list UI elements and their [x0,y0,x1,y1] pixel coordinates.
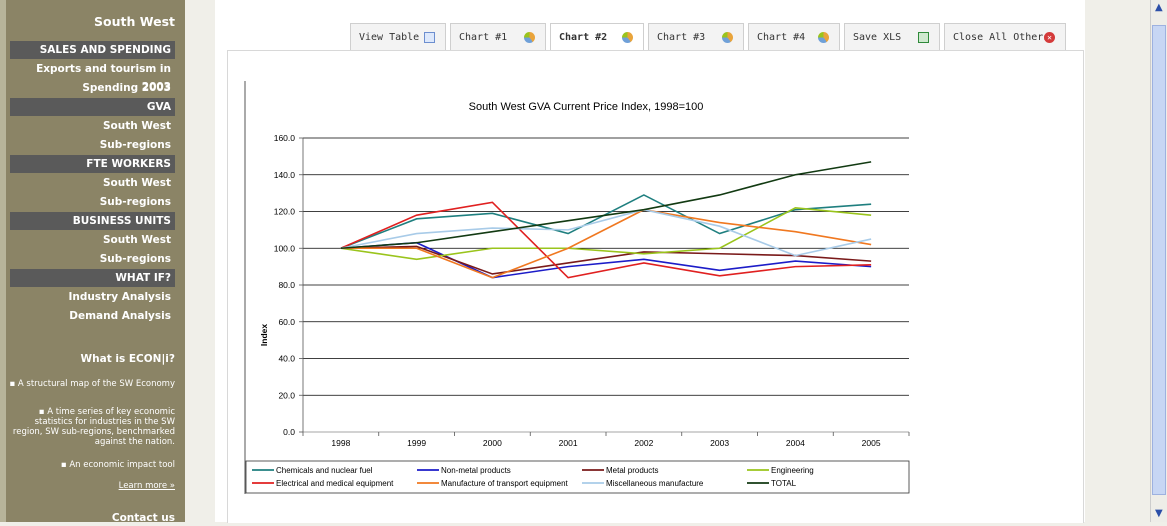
chart-title: South West GVA Current Price Index, 1998… [469,101,704,113]
legend-label: Miscellaneous manufacture [606,479,704,488]
y-tick-label: 140.0 [274,170,296,180]
nav-link[interactable]: Industry Analysis [68,291,171,303]
gva-line-chart: South West GVA Current Price Index, 1998… [244,81,910,494]
series-line [340,241,872,279]
series-line [340,208,872,279]
tab-close-all-others[interactable]: Close All Others ✕ [944,23,1066,50]
y-tick-label: 120.0 [274,207,296,217]
series-line [340,161,872,250]
legend-label: Manufacture of transport equipment [441,479,569,488]
tab-label: Save XLS [853,32,902,43]
page-scrollbar[interactable]: ▲ ▼ [1150,0,1167,522]
legend-label: Non-metal products [441,466,511,475]
y-tick-label: 0.0 [283,427,295,437]
tab-label: Chart #3 [657,32,706,43]
nav-link[interactable]: Sub-regions [99,196,171,208]
chart-icon [722,32,733,43]
info-item: ▪ An economic impact tool [60,460,175,470]
series-line [340,245,872,275]
nav-section-header: WHAT IF? [10,269,175,287]
y-axis-label: Index [259,324,269,346]
x-tick-label: 2000 [483,438,502,448]
tab-chart-2[interactable]: Chart #2 [550,23,644,51]
series-line [340,194,872,249]
nav-section-header: FTE WORKERS [10,155,175,173]
chart-icon [622,32,633,43]
x-tick-label: 2004 [786,438,805,448]
nav-section-header: BUSINESS UNITS [10,212,175,230]
nav-section-header: SALES AND SPENDING [10,41,175,59]
tab-label: Chart #4 [757,32,806,43]
nav-link[interactable]: Demand Analysis [69,310,171,322]
main-content: View Table Chart #1 Chart #2 Chart #3 Chart … [215,0,1085,523]
sidebar-scroll-edge[interactable] [0,0,6,522]
series-line [340,207,872,261]
legend-box [245,460,910,494]
tab-chart-1[interactable]: Chart #1 [450,23,546,50]
nav-section-header: GVA [10,98,175,116]
chart-icon [524,32,535,43]
legend-label: TOTAL [771,479,797,488]
chart-icon [818,32,829,43]
y-tick-label: 20.0 [278,390,295,400]
nav-link[interactable]: South West [103,234,171,246]
nav-link[interactable]: South West [103,120,171,132]
tab-label: Chart #1 [459,32,508,43]
y-tick-label: 160.0 [274,133,296,143]
legend-label: Electrical and medical equipment [276,479,394,488]
series-line [340,201,872,279]
y-tick-label: 100.0 [274,243,296,253]
tab-chart-3[interactable]: Chart #3 [648,23,744,50]
nav-link[interactable]: Exports and tourism in 2003 [36,63,171,93]
sidebar-brand[interactable]: South West [94,14,175,29]
learn-more-link[interactable]: Learn more » [118,481,175,491]
tab-chart-4[interactable]: Chart #4 [748,23,840,50]
scroll-up-icon[interactable]: ▲ [1155,2,1163,13]
close-icon: ✕ [1044,32,1055,43]
tab-label: View Table [359,32,420,43]
series-line [340,208,872,257]
x-tick-label: 2001 [559,438,578,448]
table-icon [424,32,435,43]
sidebar: South West SALES AND SPENDING Exports and… [0,0,185,524]
tab-save-xls[interactable]: Save XLS [844,23,940,50]
x-tick-label: 2003 [710,438,729,448]
y-tick-label: 80.0 [278,280,295,290]
x-tick-label: 2002 [634,438,653,448]
legend-label: Metal products [606,466,658,475]
scrollbar-thumb[interactable] [1152,25,1166,495]
legend-label: Chemicals and nuclear fuel [276,466,373,475]
info-title[interactable]: What is ECON|i? [80,353,175,365]
x-tick-label: 1999 [407,438,426,448]
nav-link[interactable]: South West [103,177,171,189]
info-item: ▪ A time series of key economic statisti… [12,407,175,447]
x-tick-label: 1998 [331,438,350,448]
legend-label: Engineering [771,466,814,475]
y-tick-label: 40.0 [278,354,295,364]
tab-label: Chart #2 [559,32,608,43]
scroll-down-icon[interactable]: ▼ [1155,508,1163,519]
nav-link[interactable]: Sub-regions [99,253,171,265]
contact-us-link[interactable]: Contact us [111,512,175,524]
info-item: ▪ A structural map of the SW Economy [9,379,175,389]
tab-label: Close All Others [953,32,1050,43]
tab-view-table[interactable]: View Table [350,23,446,50]
nav-link[interactable]: Sub-regions [99,139,171,151]
chart-panel: South West GVA Current Price Index, 1998… [227,50,1084,523]
excel-icon [918,32,929,43]
x-tick-label: 2005 [862,438,881,448]
nav-link[interactable]: Spending 2003 [82,82,171,94]
y-tick-label: 60.0 [278,317,295,327]
